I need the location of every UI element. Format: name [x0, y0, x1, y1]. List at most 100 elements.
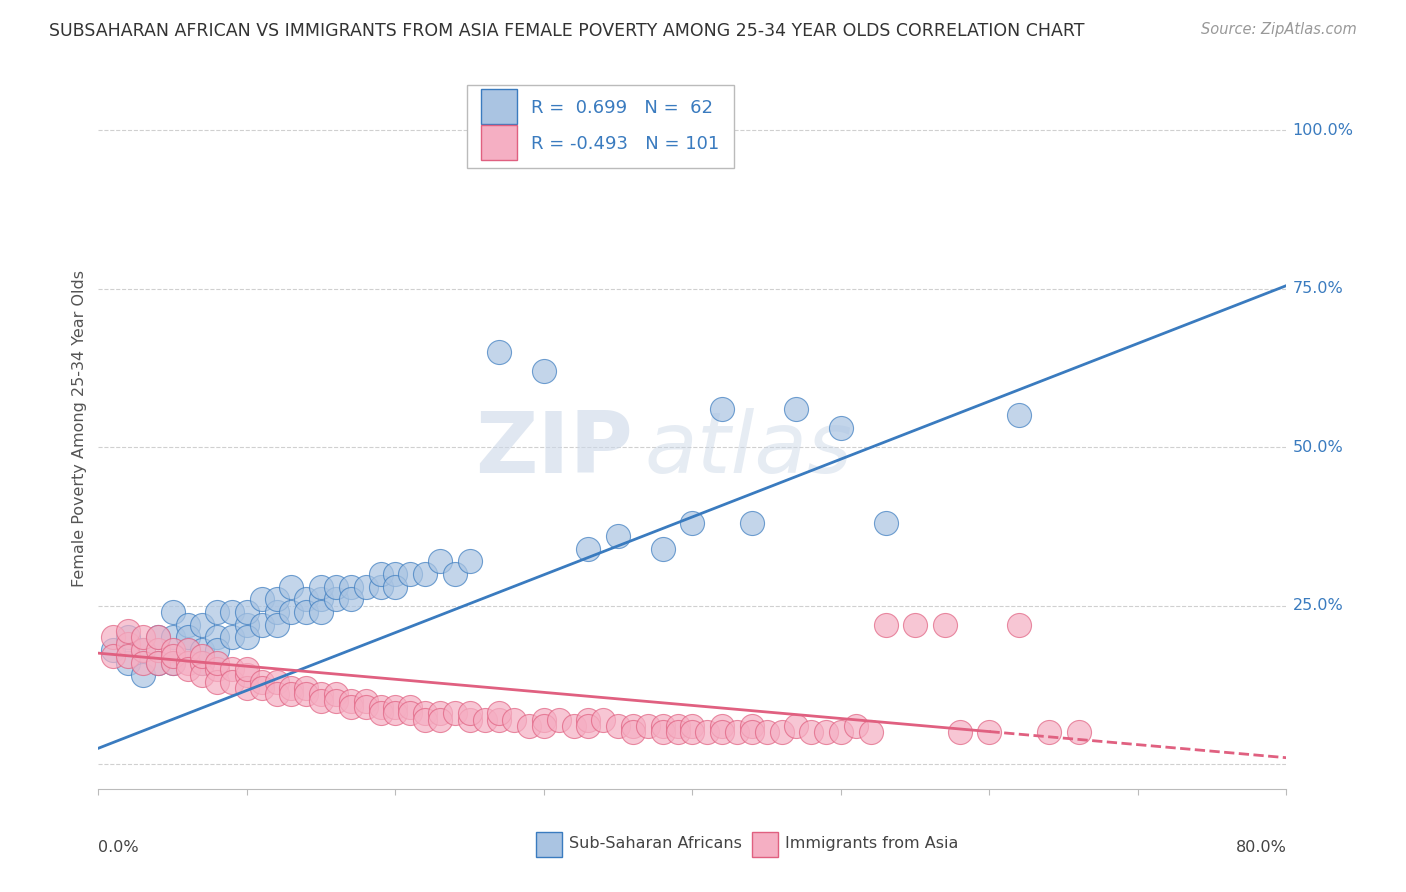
Point — [146, 656, 169, 670]
Point — [132, 630, 155, 644]
Text: R =  0.699   N =  62: R = 0.699 N = 62 — [531, 99, 713, 117]
Point — [205, 674, 228, 689]
Point — [875, 516, 897, 531]
Point — [621, 725, 644, 739]
Point — [340, 580, 363, 594]
Point — [533, 364, 555, 378]
Point — [250, 617, 273, 632]
Point — [681, 719, 703, 733]
Point — [236, 630, 259, 644]
Point — [176, 662, 198, 676]
Point — [103, 630, 125, 644]
Point — [741, 725, 763, 739]
Point — [309, 687, 332, 701]
Point — [325, 580, 347, 594]
Point — [370, 700, 392, 714]
Point — [681, 516, 703, 531]
Point — [295, 681, 318, 695]
Point — [562, 719, 585, 733]
Text: 50.0%: 50.0% — [1292, 440, 1343, 455]
Point — [681, 725, 703, 739]
Point — [517, 719, 540, 733]
Point — [266, 617, 288, 632]
Text: Immigrants from Asia: Immigrants from Asia — [785, 836, 959, 851]
Point — [488, 345, 510, 359]
Point — [205, 656, 228, 670]
Point — [934, 617, 956, 632]
Point — [621, 719, 644, 733]
Point — [191, 649, 214, 664]
Text: 80.0%: 80.0% — [1236, 840, 1286, 855]
Point — [830, 421, 852, 435]
Point — [785, 719, 807, 733]
Point — [384, 566, 406, 581]
Point — [146, 656, 169, 670]
Point — [309, 592, 332, 607]
Text: SUBSAHARAN AFRICAN VS IMMIGRANTS FROM ASIA FEMALE POVERTY AMONG 25-34 YEAR OLDS : SUBSAHARAN AFRICAN VS IMMIGRANTS FROM AS… — [49, 22, 1084, 40]
Point — [205, 643, 228, 657]
Point — [236, 668, 259, 682]
Point — [859, 725, 882, 739]
Point — [117, 624, 139, 638]
Point — [875, 617, 897, 632]
Point — [191, 656, 214, 670]
Point — [651, 725, 673, 739]
Point — [146, 630, 169, 644]
Y-axis label: Female Poverty Among 25-34 Year Olds: Female Poverty Among 25-34 Year Olds — [72, 269, 87, 587]
Text: atlas: atlas — [645, 409, 853, 491]
Point — [191, 617, 214, 632]
Point — [325, 687, 347, 701]
Point — [295, 687, 318, 701]
Text: Source: ZipAtlas.com: Source: ZipAtlas.com — [1201, 22, 1357, 37]
Point — [1038, 725, 1060, 739]
Text: 0.0%: 0.0% — [98, 840, 139, 855]
Point — [266, 687, 288, 701]
Point — [458, 554, 481, 568]
Point — [949, 725, 972, 739]
Point — [384, 706, 406, 721]
Point — [176, 656, 198, 670]
Point — [146, 630, 169, 644]
Point — [413, 706, 436, 721]
Point — [413, 566, 436, 581]
Point — [547, 713, 569, 727]
Point — [711, 719, 734, 733]
Point — [607, 719, 630, 733]
Point — [370, 566, 392, 581]
Point — [250, 681, 273, 695]
Point — [309, 605, 332, 619]
Point — [280, 687, 302, 701]
Point — [488, 713, 510, 727]
Point — [1008, 409, 1031, 423]
Point — [399, 700, 422, 714]
Point — [443, 566, 465, 581]
Point — [266, 674, 288, 689]
Point — [474, 713, 496, 727]
Point — [741, 516, 763, 531]
Point — [176, 643, 198, 657]
Point — [1008, 617, 1031, 632]
Point — [325, 694, 347, 708]
Point — [162, 630, 184, 644]
Point — [309, 580, 332, 594]
Point — [800, 725, 823, 739]
Point — [162, 643, 184, 657]
Point — [340, 700, 363, 714]
Point — [117, 649, 139, 664]
Point — [191, 656, 214, 670]
Point — [325, 592, 347, 607]
Point — [132, 668, 155, 682]
Point — [354, 580, 377, 594]
Point — [205, 662, 228, 676]
Point — [221, 662, 243, 676]
Point — [845, 719, 868, 733]
Point — [399, 566, 422, 581]
Point — [205, 605, 228, 619]
Point — [533, 719, 555, 733]
Point — [384, 580, 406, 594]
Text: 25.0%: 25.0% — [1292, 599, 1343, 613]
Point — [191, 643, 214, 657]
Point — [176, 643, 198, 657]
Point — [250, 592, 273, 607]
FancyBboxPatch shape — [467, 85, 734, 168]
